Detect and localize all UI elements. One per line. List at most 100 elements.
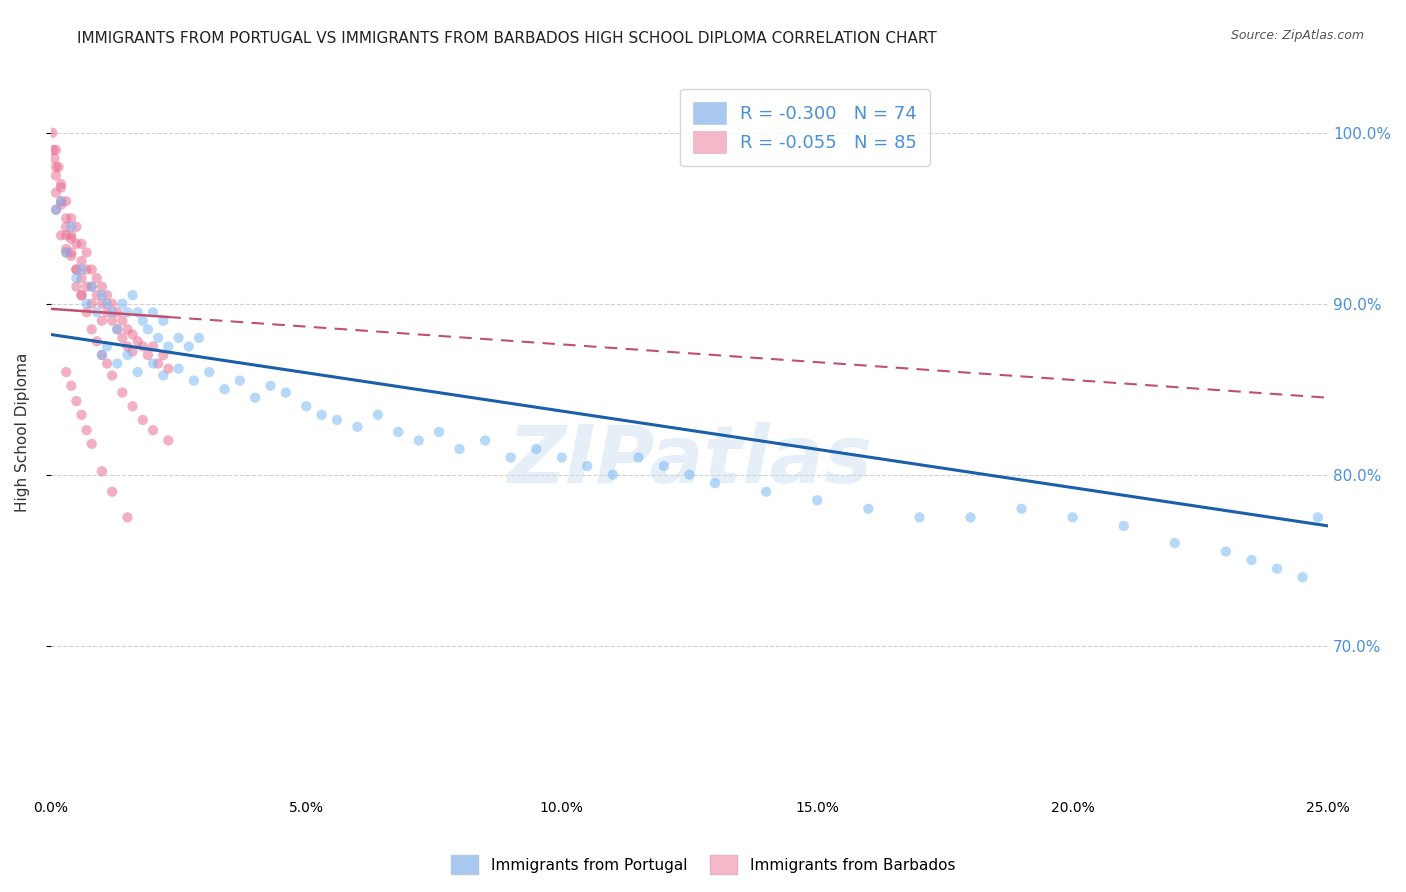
Point [427,425,450,439]
Point [806,493,828,508]
Point [1215,544,1237,558]
Point [70,288,93,302]
Point [49,177,72,191]
Point [627,450,650,465]
Point [90,314,112,328]
Point [101,368,124,383]
Point [49,197,72,211]
Point [136,322,159,336]
Point [101,296,124,310]
Point [60,245,83,260]
Point [45,202,67,217]
Point [45,169,67,183]
Point [117,510,139,524]
Text: ZIPatlas: ZIPatlas [508,422,872,500]
Point [704,476,727,491]
Point [177,339,200,353]
Point [70,254,93,268]
Point [70,262,93,277]
Point [146,331,169,345]
Point [70,408,93,422]
Point [121,327,143,342]
Point [1112,519,1135,533]
Point [80,437,103,451]
Point [65,271,87,285]
Point [65,262,87,277]
Text: Source: ZipAtlas.com: Source: ZipAtlas.com [1230,29,1364,42]
Point [76,296,98,310]
Point [127,334,149,349]
Point [80,296,103,310]
Point [86,271,108,285]
Point [198,365,221,379]
Text: IMMIGRANTS FROM PORTUGAL VS IMMIGRANTS FROM BARBADOS HIGH SCHOOL DIPLOMA CORRELA: IMMIGRANTS FROM PORTUGAL VS IMMIGRANTS F… [77,31,936,46]
Point [959,510,981,524]
Point [136,348,159,362]
Point [96,339,118,353]
Point [121,288,143,302]
Point [152,348,174,362]
Point [70,271,93,285]
Point [60,378,83,392]
Point [755,484,778,499]
Point [121,344,143,359]
Point [111,296,134,310]
Point [49,228,72,243]
Legend: Immigrants from Portugal, Immigrants from Barbados: Immigrants from Portugal, Immigrants fro… [444,849,962,880]
Point [157,361,180,376]
Point [167,361,190,376]
Point [652,459,675,474]
Legend: R = -0.300   N = 74, R = -0.055   N = 85: R = -0.300 N = 74, R = -0.055 N = 85 [681,89,929,166]
Point [86,288,108,302]
Point [49,194,72,209]
Point [157,339,180,353]
Point [408,434,430,448]
Point [96,357,118,371]
Point [76,262,98,277]
Point [45,143,67,157]
Point [474,434,496,448]
Point [105,357,128,371]
Point [90,279,112,293]
Point [65,236,87,251]
Point [60,232,83,246]
Point [142,423,165,437]
Point [245,391,267,405]
Point [117,339,139,353]
Point [60,249,83,263]
Point [152,314,174,328]
Point [44,152,66,166]
Point [111,331,134,345]
Point [65,262,87,277]
Point [101,305,124,319]
Point [326,413,349,427]
Point [387,425,409,439]
Point [157,434,180,448]
Point [152,368,174,383]
Point [105,305,128,319]
Point [76,279,98,293]
Point [146,357,169,371]
Point [60,219,83,234]
Point [96,288,118,302]
Point [90,296,112,310]
Point [576,459,599,474]
Point [105,322,128,336]
Point [117,348,139,362]
Point [80,322,103,336]
Point [42,143,65,157]
Point [117,305,139,319]
Point [274,385,297,400]
Point [80,279,103,293]
Point [76,423,98,437]
Point [295,399,318,413]
Point [90,464,112,478]
Point [60,211,83,226]
Point [1306,510,1329,524]
Point [101,314,124,328]
Point [86,334,108,349]
Point [101,484,124,499]
Point [188,331,211,345]
Point [908,510,931,524]
Point [48,160,70,174]
